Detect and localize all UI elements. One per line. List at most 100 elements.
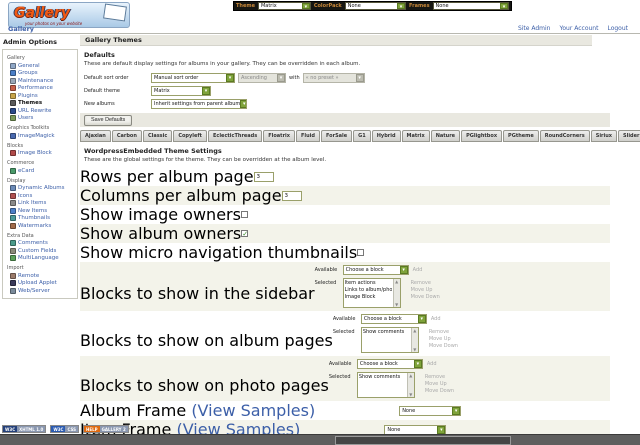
sidebar-item-label: Custom Fields [18, 247, 57, 254]
photo-block-select[interactable]: Choose a block ▾ [356, 359, 423, 369]
header-link-logout[interactable]: Logout [607, 25, 628, 32]
sidebar-item-multilanguage[interactable]: MultiLanguage [4, 255, 76, 263]
sidebar-item-plugins[interactable]: Plugins [4, 92, 76, 100]
sidebar-item-watermarks[interactable]: Watermarks [4, 222, 76, 230]
rows-per-page-input[interactable] [253, 171, 274, 182]
tab-hybrid[interactable]: Hybrid [371, 130, 401, 142]
sort-preset-select[interactable]: « no preset » ▾ [302, 72, 365, 83]
sidebar-item-image-block[interactable]: Image Block [4, 150, 76, 158]
tab-pgtheme[interactable]: PGtheme [503, 130, 539, 142]
listbox-option[interactable]: Show comments [358, 374, 401, 380]
breadcrumb[interactable]: Gallery [8, 25, 35, 33]
sidebar-item-maintenance[interactable]: Maintenance [4, 77, 76, 85]
photo-add-link[interactable]: Add [426, 361, 437, 367]
album-move-down-link[interactable]: Move Down [428, 343, 458, 349]
sidebar-item-groups[interactable]: Groups [4, 70, 76, 78]
default-theme-select[interactable]: Matrix ▾ [151, 85, 211, 96]
show-album-owners-checkbox[interactable]: ✓ [241, 230, 249, 238]
new-albums-select[interactable]: Inherit settings from parent album ▾ [151, 98, 247, 109]
sidebar-section-gallery: Gallery [7, 55, 25, 61]
sidebar-item-themes[interactable]: Themes [4, 100, 76, 108]
scrollbar[interactable]: ▲ ▼ [410, 328, 418, 352]
columns-per-page-input[interactable] [281, 190, 302, 201]
sidebar-add-link[interactable]: Add [412, 267, 423, 273]
chevron-down-icon: ▾ [500, 3, 508, 10]
tab-g1[interactable]: G1 [353, 130, 371, 142]
sidebar-move-up-link[interactable]: Move Up [410, 287, 433, 293]
header-link-your-account[interactable]: Your Account [559, 25, 599, 32]
save-defaults-button[interactable]: Save Defaults [84, 114, 133, 126]
album-remove-link[interactable]: Remove [428, 329, 450, 335]
sidebar-item-label: Dynamic Albums [18, 185, 65, 192]
show-image-owners-checkbox[interactable] [240, 211, 248, 218]
footer-badge-w3c-xhtml-1-0[interactable]: W3C XHTML 1.0 [2, 425, 47, 433]
album-move-up-link[interactable]: Move Up [428, 336, 451, 342]
sidebar-item-upload-applet[interactable]: Upload Applet [4, 280, 76, 288]
sidebar-item-web-server[interactable]: Web/Server [4, 287, 76, 295]
tab-eclecticthreads[interactable]: EclecticThreads [207, 130, 263, 142]
sidebar-item-label: New Items [18, 207, 48, 214]
sidebar-item-url-rewrite[interactable]: URL Rewrite [4, 107, 76, 115]
sidebar-item-users[interactable]: Users [4, 115, 76, 123]
theme-settings-table: Rows per album page Columns per album pa… [80, 167, 610, 445]
rows-per-page-row: Rows per album page [80, 167, 610, 186]
sidebar-item-icons[interactable]: Icons [4, 192, 76, 200]
tab-forsale[interactable]: ForSale [320, 130, 353, 142]
photo-selected-listbox[interactable]: Show comments ▲ ▼ [356, 372, 415, 398]
sidebar-item-dynamic-albums[interactable]: Dynamic Albums [4, 185, 76, 193]
colorpack-select[interactable]: None ▾ [344, 2, 407, 10]
tab-classic[interactable]: Classic [142, 130, 173, 142]
sidebar-block-select[interactable]: Choose a block ▾ [342, 265, 409, 275]
item-frame-select[interactable]: None ▾ [384, 424, 447, 435]
footer-badge-help-gallery-2[interactable]: HELP GALLERY 2 [83, 425, 129, 433]
tab-slider[interactable]: Slider [618, 130, 640, 142]
tab-floatrix[interactable]: Floatrix [263, 130, 295, 142]
sidebar-item-comments[interactable]: Comments [4, 240, 76, 248]
sort-direction-select[interactable]: Ascending ▾ [238, 72, 286, 83]
photo-move-down-link[interactable]: Move Down [424, 388, 454, 394]
tab-roundcorners[interactable]: RoundCorners [539, 130, 590, 142]
listbox-option[interactable]: Links to album/photo peers [344, 287, 392, 293]
sidebar-item-remote[interactable]: Remote [4, 272, 76, 280]
tab-nature[interactable]: Nature [430, 130, 461, 142]
sidebar-move-down-link[interactable]: Move Down [410, 294, 440, 300]
show-micro-nav-checkbox[interactable] [357, 249, 365, 256]
sidebar-item-ecard[interactable]: eCard [4, 167, 76, 175]
tab-fluid[interactable]: Fluid [295, 130, 320, 142]
album-frame-samples-link[interactable]: (View Samples) [191, 401, 316, 420]
photo-remove-link[interactable]: Remove [424, 374, 446, 380]
sidebar-item-general[interactable]: General [4, 62, 76, 70]
sidebar-item-imagemagick[interactable]: ImageMagick [4, 132, 76, 140]
tab-siriux[interactable]: Siriux [590, 130, 617, 142]
album-block-select[interactable]: Choose a block ▾ [360, 314, 427, 324]
sidebar-panel: Gallery General Groups Maintenance Performan… [2, 49, 78, 299]
sidebar-remove-link[interactable]: Remove [410, 280, 431, 286]
album-selected-listbox[interactable]: Show comments ▲ ▼ [360, 327, 419, 353]
sidebar-item-link-items[interactable]: Link Items [4, 200, 76, 208]
scrollbar[interactable]: ▲ ▼ [392, 279, 400, 307]
theme-select[interactable]: Matrix ▾ [257, 2, 311, 10]
album-frame-select[interactable]: None ▾ [399, 405, 462, 416]
sidebar-item-new-items[interactable]: New Items [4, 207, 76, 215]
tab-matrix[interactable]: Matrix [401, 130, 430, 142]
listbox-option[interactable]: Show comments [362, 329, 405, 335]
photo-move-up-link[interactable]: Move Up [424, 381, 447, 387]
frames-select[interactable]: None ▾ [432, 2, 509, 10]
listbox-option[interactable]: Item actions [344, 280, 376, 286]
header-link-site-admin[interactable]: Site Admin [517, 25, 551, 32]
sort-order-select[interactable]: Manual sort order ▾ [151, 72, 235, 83]
listbox-option[interactable]: Image Block [344, 294, 376, 300]
sidebar-item-thumbnails[interactable]: Thumbnails [4, 215, 76, 223]
tab-ajaxian[interactable]: Ajaxian [80, 130, 111, 142]
album-add-link[interactable]: Add [430, 316, 441, 322]
sidebar-item-performance[interactable]: Performance [4, 85, 76, 93]
scrollbar[interactable]: ▲ ▼ [406, 373, 414, 397]
tab-copyleft[interactable]: Copyleft [173, 130, 207, 142]
sidebar-item-custom-fields[interactable]: Custom Fields [4, 247, 76, 255]
gallery-logo[interactable]: Gallery your photos on your website [8, 2, 130, 28]
tab-carbon[interactable]: Carbon [111, 130, 142, 142]
tab-pglightbox[interactable]: PGlightbox [461, 130, 503, 142]
sidebar-item-label: Thumbnails [18, 215, 50, 222]
footer-badge-w3c-css[interactable]: W3C CSS [50, 425, 80, 433]
